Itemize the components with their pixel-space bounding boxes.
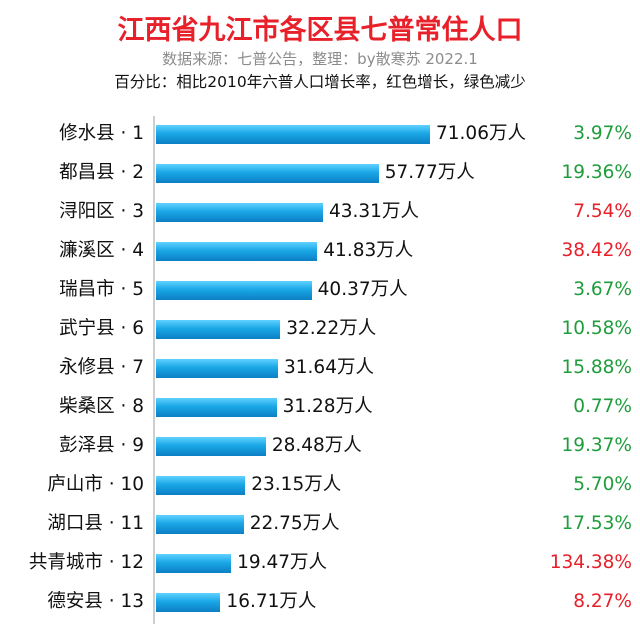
value-label: 31.28万人 [282, 396, 373, 417]
category-label: 瑞昌市 · 5 [59, 279, 144, 300]
growth-label: 3.67% [573, 279, 632, 300]
category-label: 庐山市 · 10 [47, 474, 144, 495]
bar [156, 242, 318, 261]
chart-note: 百分比：相比2010年六普人口增长率，红色增长，绿色减少 [114, 73, 526, 91]
value-label: 32.22万人 [286, 318, 377, 339]
category-label: 濂溪区 · 4 [59, 240, 144, 261]
value-label: 41.83万人 [323, 240, 414, 261]
category-label: 都昌县 · 2 [59, 162, 144, 183]
growth-label: 134.38% [549, 552, 632, 573]
value-label: 57.77万人 [384, 162, 475, 183]
growth-label: 0.77% [573, 396, 632, 417]
chart-title: 江西省九江市各区县七普常住人口 [117, 15, 523, 46]
value-label: 22.75万人 [249, 513, 340, 534]
category-label: 修水县 · 1 [59, 123, 144, 144]
value-label: 71.06万人 [436, 123, 526, 144]
bar [156, 359, 278, 378]
value-label: 43.31万人 [328, 201, 419, 222]
category-label: 永修县 · 7 [59, 357, 144, 378]
bar [156, 125, 430, 144]
category-label: 武宁县 · 6 [59, 318, 144, 339]
bar [156, 515, 244, 534]
growth-label: 17.53% [561, 513, 632, 534]
growth-label: 3.97% [573, 123, 632, 144]
value-label: 16.71万人 [226, 591, 317, 612]
category-label: 彭泽县 · 9 [59, 435, 144, 456]
growth-label: 38.42% [561, 240, 632, 261]
value-label: 28.48万人 [271, 435, 362, 456]
chart-subtitle: 数据来源：七普公告，整理：by散寒苏 2022.1 [162, 50, 478, 68]
category-label: 柴桑区 · 8 [59, 396, 144, 417]
category-label: 浔阳区 · 3 [59, 201, 144, 222]
growth-label: 5.70% [573, 474, 632, 495]
category-label: 德安县 · 13 [47, 591, 144, 612]
bar [156, 437, 266, 456]
growth-label: 10.58% [561, 318, 632, 339]
growth-label: 8.27% [573, 591, 632, 612]
growth-label: 7.54% [573, 201, 632, 222]
bar [156, 281, 312, 300]
bar [156, 398, 277, 417]
category-label: 湖口县 · 11 [47, 513, 144, 534]
growth-label: 15.88% [561, 357, 632, 378]
value-label: 40.37万人 [317, 279, 408, 300]
bar [156, 164, 379, 183]
bar [156, 593, 221, 612]
value-label: 19.47万人 [237, 552, 328, 573]
bar [156, 320, 281, 339]
growth-label: 19.37% [561, 435, 632, 456]
value-label: 23.15万人 [251, 474, 342, 495]
bar [156, 203, 323, 222]
category-label: 共青城市 · 12 [28, 552, 144, 573]
bar [156, 476, 246, 495]
bar [156, 554, 232, 573]
growth-label: 19.36% [561, 162, 632, 183]
category-axis-line [153, 116, 155, 624]
value-label: 31.64万人 [284, 357, 374, 378]
